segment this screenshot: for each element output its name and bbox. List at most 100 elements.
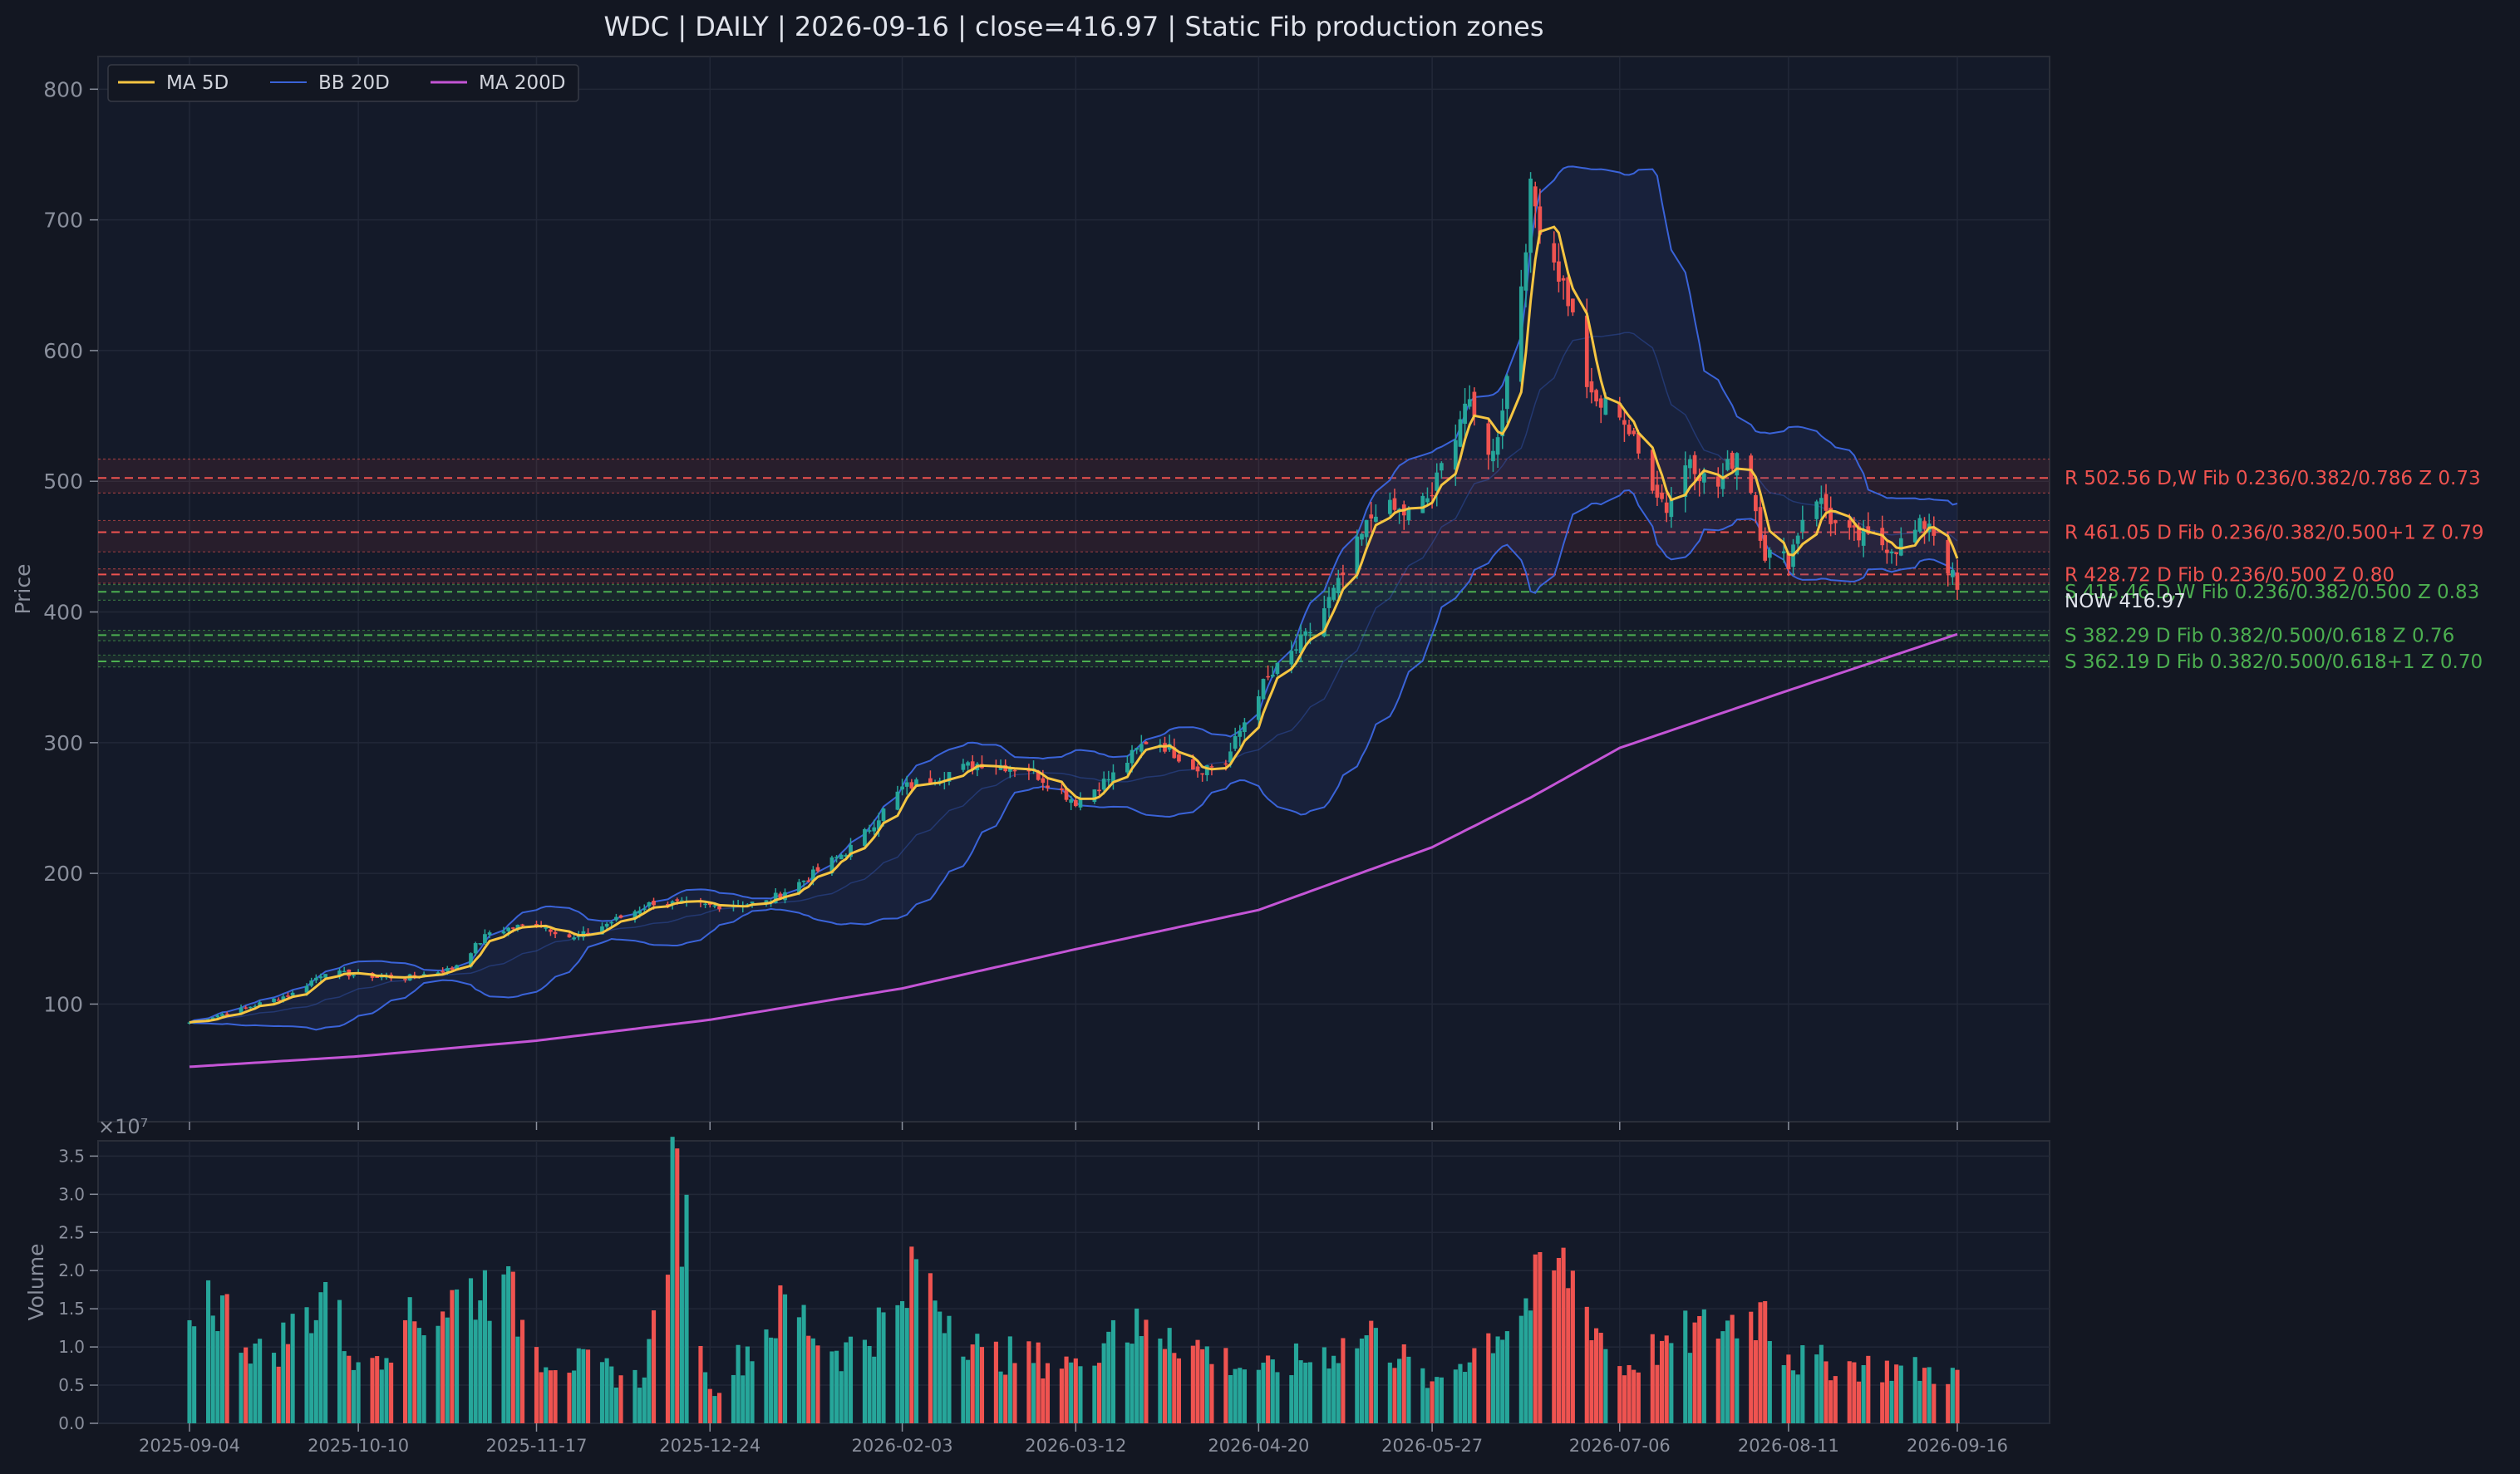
volume-bar — [239, 1353, 244, 1423]
candle-body — [1200, 773, 1205, 775]
volume-bar — [1659, 1340, 1665, 1423]
volume-bar — [473, 1319, 478, 1423]
volume-bar — [219, 1295, 225, 1423]
volume-bar — [1523, 1298, 1528, 1423]
volume-bar — [815, 1345, 820, 1423]
candle-body — [829, 857, 834, 874]
candle-body — [928, 778, 933, 784]
candle-body — [1331, 587, 1336, 600]
candle-body — [276, 1000, 281, 1001]
candle-body — [1523, 252, 1528, 291]
candle-body — [1749, 455, 1754, 494]
candle-body — [600, 926, 604, 935]
candle-body — [313, 977, 318, 980]
candle-body — [1238, 730, 1243, 737]
volume-bar — [900, 1300, 905, 1423]
volume-bar — [665, 1275, 671, 1423]
volume-bar — [731, 1374, 736, 1423]
candle-body — [515, 925, 520, 930]
volume-bar — [1007, 1336, 1012, 1423]
volume-tick-label: 0.0 — [58, 1413, 85, 1433]
volume-bar — [1880, 1382, 1885, 1423]
volume-bar — [1195, 1339, 1200, 1423]
candle-body — [506, 927, 511, 931]
candle-body — [1435, 472, 1440, 491]
candle-body — [1486, 423, 1491, 455]
ma200-polyline — [189, 632, 1958, 1069]
volume-bar — [1172, 1353, 1177, 1423]
volume-bar — [1819, 1344, 1824, 1423]
candle-body — [1308, 631, 1312, 634]
candle-body — [806, 880, 811, 882]
volume-bar — [1096, 1363, 1102, 1423]
volume-bar — [1763, 1300, 1768, 1423]
candle-body — [1538, 206, 1543, 235]
candle-body — [239, 1007, 244, 1014]
volume-bar — [1289, 1375, 1294, 1423]
candle-body — [1134, 748, 1139, 750]
candle-body — [483, 934, 487, 944]
candle-body — [1078, 798, 1083, 808]
volume-bar — [1073, 1358, 1078, 1423]
volume-bar — [1228, 1374, 1233, 1423]
candle-body — [1636, 433, 1641, 454]
candle-body — [604, 923, 609, 927]
volume-bar — [1650, 1334, 1655, 1423]
volume-bar — [801, 1304, 806, 1423]
candle-body — [1894, 552, 1899, 554]
candle-body — [834, 857, 839, 858]
volume-bar — [1092, 1365, 1097, 1423]
candle-body — [1270, 675, 1275, 677]
ma5-polyline — [189, 225, 1959, 1024]
candle-body — [309, 980, 314, 986]
volume-bar — [468, 1278, 474, 1423]
candle-body — [1130, 749, 1134, 764]
candle-body — [441, 970, 445, 973]
volume-bar — [599, 1362, 605, 1423]
candle-body — [1758, 507, 1763, 541]
volume-bar — [1435, 1377, 1440, 1423]
candle-body — [1735, 453, 1740, 476]
candle-body — [1955, 572, 1960, 590]
candle-body — [1781, 551, 1786, 553]
candle-body — [1725, 459, 1730, 470]
volume-bar — [1735, 1338, 1740, 1423]
volume-bar — [947, 1315, 952, 1423]
candle-body — [1139, 744, 1144, 752]
candle-body — [1763, 534, 1768, 561]
candle-body — [1650, 450, 1655, 491]
volume-bar — [1200, 1349, 1205, 1423]
candle-body — [970, 761, 975, 770]
volume-tick-label: 1.5 — [58, 1299, 85, 1319]
candle-body — [914, 779, 918, 786]
zone-label: R 461.05 D Fib 0.236/0.382/0.500+1 Z 0.7… — [2065, 522, 2483, 543]
volume-bar — [913, 1259, 919, 1423]
volume-bar — [1439, 1377, 1444, 1423]
candle-body — [445, 968, 450, 972]
now-label: NOW 416.97 — [2065, 591, 2186, 612]
volume-bar — [1552, 1270, 1557, 1423]
volume-bar — [323, 1282, 328, 1423]
candle-body — [867, 830, 872, 832]
volume-bar — [1847, 1361, 1852, 1423]
volume-bar — [1392, 1368, 1397, 1423]
candle-body — [1730, 452, 1735, 469]
candle-body — [450, 967, 455, 970]
candle-body — [632, 911, 637, 920]
candle-body — [1786, 553, 1791, 570]
volume-bar — [253, 1344, 258, 1423]
volume-bar — [1715, 1339, 1720, 1423]
volume-bar — [1270, 1359, 1275, 1423]
volume-bar — [1233, 1368, 1238, 1423]
candle-body — [876, 820, 881, 830]
volume-bar — [515, 1336, 520, 1423]
volume-bar — [520, 1319, 525, 1423]
candle-body — [1191, 759, 1195, 770]
candle-body — [1603, 397, 1608, 415]
volume-bar — [1176, 1358, 1182, 1423]
volume-bar — [1749, 1311, 1754, 1423]
candle-body — [1355, 536, 1360, 574]
candle-body — [1828, 508, 1833, 524]
volume-bar — [1298, 1360, 1303, 1423]
